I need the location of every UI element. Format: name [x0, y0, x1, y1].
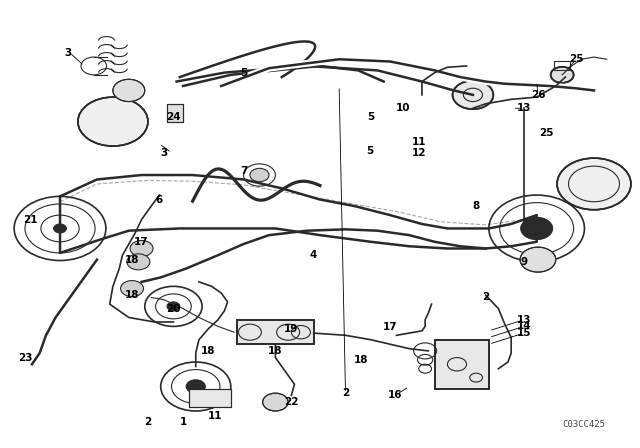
Circle shape: [452, 81, 493, 109]
Circle shape: [127, 254, 150, 270]
Circle shape: [520, 247, 556, 272]
Bar: [237, 320, 314, 344]
Bar: [189, 389, 231, 406]
Text: 13: 13: [516, 103, 531, 113]
Bar: [435, 340, 489, 389]
Text: 11: 11: [207, 411, 222, 421]
Circle shape: [557, 158, 631, 210]
Circle shape: [54, 224, 67, 233]
Text: 6: 6: [156, 194, 163, 205]
Circle shape: [550, 67, 573, 83]
Circle shape: [130, 241, 153, 257]
Text: 25: 25: [539, 128, 554, 138]
Text: 17: 17: [134, 237, 149, 247]
Bar: [435, 340, 489, 389]
Text: 15: 15: [516, 328, 531, 338]
Circle shape: [521, 217, 552, 240]
Text: C03CC425: C03CC425: [563, 420, 605, 429]
Circle shape: [186, 380, 205, 393]
Text: 5: 5: [366, 146, 373, 155]
Circle shape: [113, 79, 145, 102]
Circle shape: [262, 393, 288, 411]
Text: 19: 19: [284, 323, 298, 334]
Text: 14: 14: [516, 321, 531, 332]
Text: 13: 13: [516, 315, 531, 325]
Text: 2: 2: [145, 417, 152, 427]
Text: 2: 2: [482, 293, 490, 302]
Text: 12: 12: [412, 148, 426, 158]
Text: 21: 21: [23, 215, 37, 224]
Text: 1: 1: [179, 417, 187, 427]
Text: 16: 16: [388, 390, 403, 401]
Text: 9: 9: [520, 257, 527, 267]
Bar: [237, 320, 314, 344]
Text: 4: 4: [310, 250, 317, 260]
Text: 8: 8: [472, 201, 480, 211]
Circle shape: [78, 97, 148, 146]
Text: 25: 25: [569, 54, 584, 64]
Text: 7: 7: [240, 166, 247, 176]
Text: 26: 26: [531, 90, 545, 100]
Text: 18: 18: [268, 346, 283, 356]
Text: 18: 18: [201, 346, 216, 356]
Bar: [167, 104, 183, 121]
Text: 20: 20: [166, 304, 180, 314]
Text: 22: 22: [284, 397, 299, 407]
Bar: [167, 104, 183, 121]
Text: 5: 5: [240, 68, 247, 78]
Circle shape: [250, 168, 269, 182]
Text: 5: 5: [367, 112, 374, 122]
Text: 18: 18: [125, 290, 140, 300]
Text: 2: 2: [342, 388, 349, 398]
Polygon shape: [97, 197, 537, 242]
Bar: [554, 61, 570, 70]
Text: 18: 18: [354, 355, 369, 365]
Circle shape: [120, 280, 143, 297]
Text: 17: 17: [383, 322, 397, 332]
Circle shape: [167, 302, 180, 311]
Text: 10: 10: [396, 103, 410, 113]
Bar: [189, 389, 231, 406]
Text: 3: 3: [65, 47, 72, 58]
Text: 3: 3: [160, 148, 168, 158]
Text: 11: 11: [412, 137, 426, 146]
Text: 18: 18: [125, 254, 140, 265]
Text: 24: 24: [166, 112, 180, 122]
Text: 23: 23: [19, 353, 33, 362]
